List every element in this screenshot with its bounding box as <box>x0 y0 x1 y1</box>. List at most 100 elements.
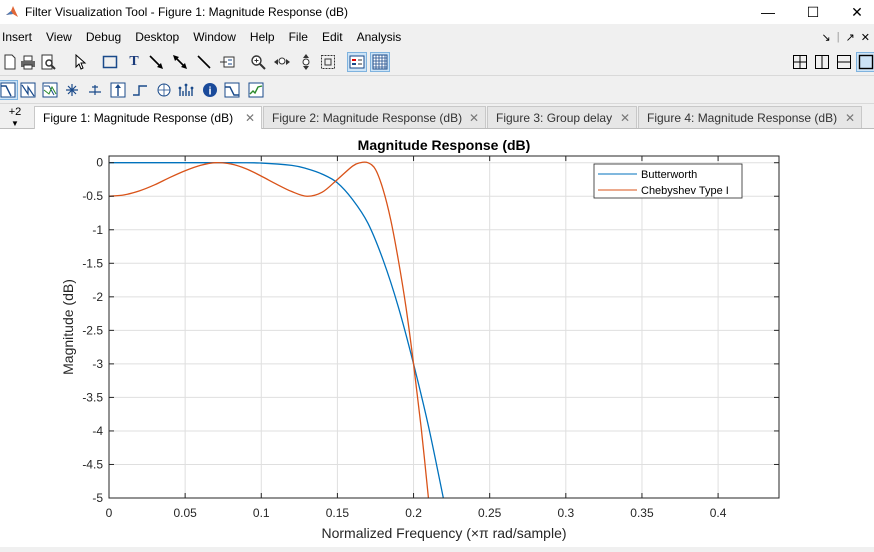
magnitude-estimate-icon[interactable] <box>246 80 266 100</box>
y-tick-label: -3.5 <box>82 390 103 404</box>
full-view-icon[interactable] <box>318 52 338 72</box>
close-icon[interactable]: ✕ <box>844 111 855 125</box>
menu-insert[interactable]: Insert <box>2 30 33 44</box>
menu-edit[interactable]: Edit <box>321 30 343 44</box>
print-preview-icon[interactable] <box>38 52 58 72</box>
zoom-in-icon[interactable] <box>248 52 268 72</box>
tab-overflow-button[interactable]: +2 ▼ <box>2 106 28 128</box>
pointer-icon[interactable] <box>70 52 90 72</box>
y-tick-label: -5 <box>92 491 103 505</box>
x-tick-label: 0.05 <box>173 506 197 520</box>
menu-file[interactable]: File <box>288 30 308 44</box>
double-arrow-icon[interactable] <box>170 52 190 72</box>
series-line-butterworth <box>109 162 444 498</box>
x-tick-label: 0.35 <box>630 506 654 520</box>
x-axis-label: Normalized Frequency (×π rad/sample) <box>321 525 566 541</box>
menu-separator: | <box>836 31 840 43</box>
tab-figure-2[interactable]: Figure 2: Magnitude Response (dB) ✕ <box>263 106 486 128</box>
magnitude-response-chart[interactable]: 0 0.05 0.1 0.15 0.2 0.25 0.3 0.35 0.4 0 -0.5 -1 -1.5… <box>0 129 874 547</box>
info-icon[interactable]: i <box>200 80 220 100</box>
step-response-icon[interactable] <box>130 80 150 100</box>
title-bar: Filter Visualization Tool - Figure 1: Ma… <box>0 0 874 24</box>
tile-icon[interactable] <box>790 52 810 72</box>
y-tick-label: -0.5 <box>82 189 103 203</box>
menu-analysis[interactable]: Analysis <box>356 30 402 44</box>
series-line-chebyshev <box>109 161 430 498</box>
legend-box <box>593 163 743 199</box>
magnitude-phase-icon[interactable] <box>40 80 60 100</box>
grid-lines <box>109 156 779 498</box>
pole-zero-icon[interactable] <box>154 80 174 100</box>
grid-toggle-icon[interactable] <box>370 52 390 72</box>
phase-response-icon[interactable] <box>18 80 38 100</box>
menu-right-controls: ↘ | ↗ ✕ <box>821 26 874 48</box>
tab-label: Figure 1: Magnitude Response (dB) <box>43 111 234 125</box>
x-tick-label: 0.2 <box>405 506 422 520</box>
y-tick-label: -2.5 <box>82 323 103 337</box>
tab-figure-3[interactable]: Figure 3: Group delay ✕ <box>487 106 637 128</box>
tab-bar: +2 ▼ Figure 1: Magnitude Response (dB) ✕… <box>0 104 874 129</box>
legend-label-butterworth: Butterworth <box>641 169 697 181</box>
y-axis-label: Magnitude (dB) <box>60 279 76 375</box>
y-tick-label: -2 <box>92 290 103 304</box>
x-tick-label: 0.25 <box>478 506 502 520</box>
tab-figure-1[interactable]: Figure 1: Magnitude Response (dB) ✕ <box>34 106 262 129</box>
close-icon[interactable]: ✕ <box>468 111 479 125</box>
y-tick-label: -3 <box>92 357 103 371</box>
y-tick-label: 0 <box>96 156 103 170</box>
chevron-down-icon: ▼ <box>11 119 19 128</box>
menu-debug[interactable]: Debug <box>85 30 122 44</box>
round-off-noise-icon[interactable] <box>222 80 242 100</box>
menu-bar: Insert View Debug Desktop Window Help Fi… <box>0 26 874 48</box>
print-icon[interactable] <box>18 52 38 72</box>
legend[interactable]: Butterworth Chebyshev Type I <box>593 163 743 199</box>
y-tick-label: -1 <box>92 223 103 237</box>
menu-window[interactable]: Window <box>193 30 236 44</box>
zoom-y-icon[interactable] <box>296 52 316 72</box>
x-tick-label: 0.15 <box>326 506 350 520</box>
svg-text:i: i <box>208 86 211 98</box>
line-icon[interactable] <box>194 52 214 72</box>
menu-help[interactable]: Help <box>249 30 275 44</box>
split-vertical-icon[interactable] <box>812 52 832 72</box>
x-tick-label: 0.4 <box>710 506 727 520</box>
y-tick-label: -4.5 <box>82 457 103 471</box>
window-title: Filter Visualization Tool - Figure 1: Ma… <box>25 5 349 19</box>
impulse-response-icon[interactable] <box>108 80 128 100</box>
y-tick-label: -4 <box>92 424 103 438</box>
x-tick-label: 0 <box>106 506 113 520</box>
close-icon[interactable]: ✕ <box>244 111 255 125</box>
text-icon[interactable]: T <box>129 54 139 69</box>
legend-icon[interactable] <box>218 52 238 72</box>
minimize-button[interactable]: — <box>761 4 775 20</box>
tab-label: Figure 4: Magnitude Response (dB) <box>647 110 838 125</box>
dock-icon[interactable]: ↘ <box>821 31 831 44</box>
phase-delay-icon[interactable] <box>85 80 105 100</box>
undock-icon[interactable]: ↗ <box>845 31 855 44</box>
legend-toggle-icon[interactable] <box>347 52 367 72</box>
close-button[interactable]: ✕ <box>851 3 863 20</box>
close-figure-icon[interactable]: ✕ <box>860 31 870 44</box>
menu-view[interactable]: View <box>46 30 72 44</box>
chart-title: Magnitude Response (dB) <box>358 137 531 153</box>
single-view-icon[interactable] <box>856 52 874 72</box>
figure-toolbar: T <box>0 49 874 76</box>
tick-labels: 0 0.05 0.1 0.15 0.2 0.25 0.3 0.35 0.4 0 -0.5 -1 -1.5… <box>82 156 779 520</box>
rectangle-icon[interactable] <box>100 52 120 72</box>
tab-figure-4[interactable]: Figure 4: Magnitude Response (dB) ✕ <box>638 106 862 128</box>
zoom-x-icon[interactable] <box>272 52 292 72</box>
x-tick-label: 0.3 <box>557 506 574 520</box>
group-delay-icon[interactable] <box>62 80 82 100</box>
maximize-button[interactable]: ☐ <box>806 3 820 20</box>
series-lines <box>109 161 444 498</box>
coefficients-icon[interactable] <box>176 80 196 100</box>
split-horizontal-icon[interactable] <box>834 52 854 72</box>
arrow-icon[interactable] <box>146 52 166 72</box>
close-icon[interactable]: ✕ <box>619 111 630 125</box>
figure-area: 0 0.05 0.1 0.15 0.2 0.25 0.3 0.35 0.4 0 -0.5 -1 -1.5… <box>0 129 874 547</box>
legend-label-chebyshev: Chebyshev Type I <box>641 185 729 197</box>
menu-desktop[interactable]: Desktop <box>135 30 180 44</box>
tab-overflow-count: +2 <box>8 106 22 118</box>
magnitude-response-icon[interactable] <box>0 80 18 100</box>
new-file-icon[interactable] <box>0 52 20 72</box>
